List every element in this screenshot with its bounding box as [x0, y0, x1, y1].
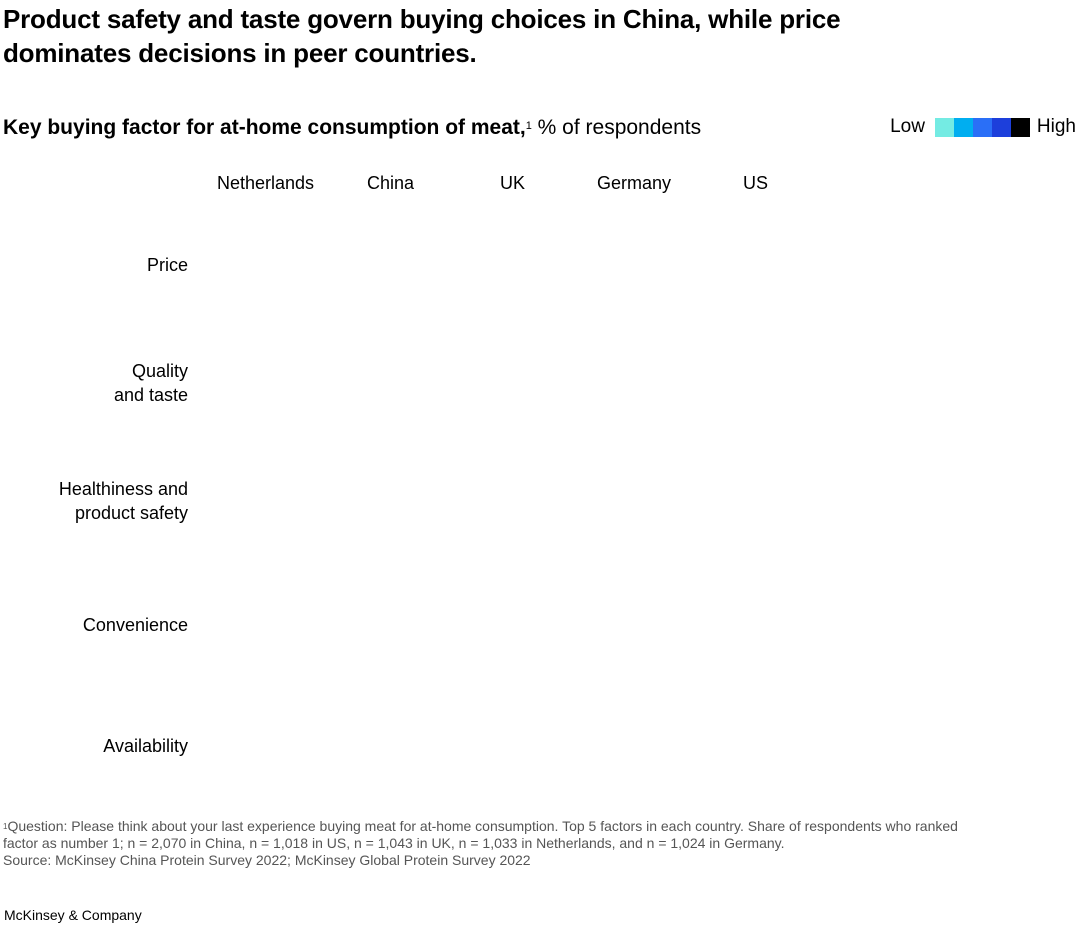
legend-swatches: [934, 117, 1030, 137]
color-legend: Low High: [890, 116, 1076, 138]
footnote: 1Question: Please think about your last …: [3, 818, 1063, 869]
legend-swatch-2: [953, 117, 973, 137]
legend-low-label: Low: [890, 116, 925, 137]
row-label-price: Price: [147, 253, 188, 277]
row-label-availability: Availability: [103, 734, 188, 758]
column-header-netherlands: Netherlands: [217, 173, 315, 193]
legend-swatch-5: [1010, 117, 1030, 137]
legend-swatch-4: [991, 117, 1011, 137]
row-label-health-line2: product safety: [74, 503, 188, 523]
subtitle-bold: Key buying factor for at-home consumptio…: [3, 116, 526, 139]
footnote-marker: 1: [525, 120, 532, 132]
footnote-sup: 1: [3, 822, 8, 831]
chart-title: Product safety and taste govern buying c…: [3, 4, 841, 68]
column-header-china: China: [367, 173, 415, 193]
brand-logo-text: McKinsey & Company: [4, 907, 142, 923]
heatmap-grid: [210, 215, 810, 805]
row-label-convenience-text: Convenience: [82, 615, 188, 635]
row-label-health-line1: Healthiness and: [58, 479, 188, 499]
chart-subtitle: Key buying factor for at-home consumptio…: [3, 114, 701, 142]
column-header-uk: UK: [500, 173, 526, 193]
legend-high-label: High: [1036, 116, 1076, 137]
row-label-quality-and-taste: Quality and taste: [114, 359, 188, 407]
column-header-us: US: [743, 173, 769, 193]
column-header-germany: Germany: [597, 173, 672, 193]
row-label-convenience: Convenience: [83, 613, 188, 637]
footnote-source: Source: McKinsey China Protein Survey 20…: [3, 852, 531, 868]
legend-swatch-1: [934, 117, 954, 137]
row-label-availability-text: Availability: [103, 736, 188, 756]
row-label-price-text: Price: [146, 255, 188, 275]
legend-swatch-3: [972, 117, 992, 137]
row-label-healthiness-and-safety: Healthiness and product safety: [59, 477, 188, 525]
row-label-quality-line2: and taste: [113, 385, 188, 405]
row-label-quality-line1: Quality: [131, 361, 188, 381]
footnote-question: Question: Please think about your last e…: [7, 818, 958, 834]
subtitle-unit: % of respondents: [531, 116, 702, 139]
footnote-line-1: 1Question: Please think about your last …: [3, 818, 1063, 835]
footnote-line-2: factor as number 1; n = 2,070 in China, …: [3, 835, 785, 851]
